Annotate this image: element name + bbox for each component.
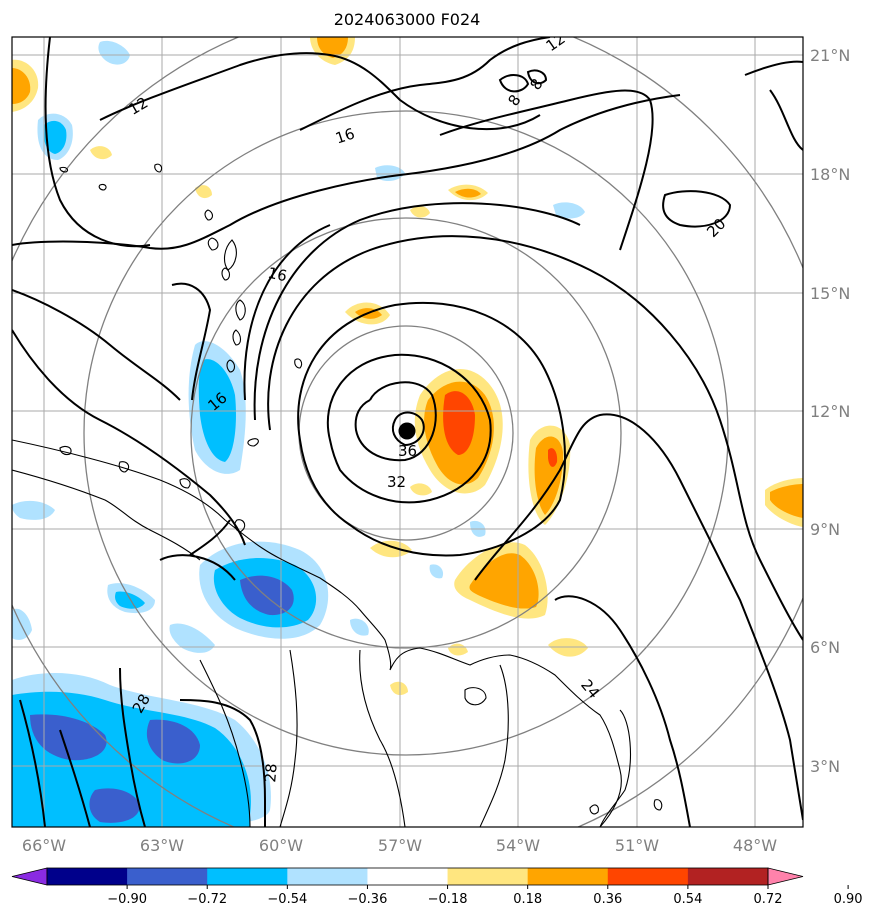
colorbar-segment bbox=[527, 868, 609, 885]
lat-label: 9°N bbox=[810, 520, 840, 539]
map-title: 2024063000 F024 bbox=[333, 10, 481, 29]
colorbar-tick-label: 0.36 bbox=[593, 892, 622, 907]
colorbar-segment bbox=[687, 868, 769, 885]
colorbar-border bbox=[46, 867, 769, 886]
colorbar-segment bbox=[367, 868, 449, 885]
lat-label: 3°N bbox=[810, 757, 840, 776]
latitude-labels: 21°N 18°N 15°N 12°N 9°N 6°N 3°N bbox=[810, 46, 850, 776]
lon-label: 54°W bbox=[496, 836, 540, 855]
colorbar bbox=[11, 867, 849, 889]
shaded-field bbox=[12, 37, 803, 827]
colorbar-tick-label: −0.90 bbox=[107, 892, 147, 907]
contour-label: 32 bbox=[387, 473, 406, 491]
colorbar-tick-label: −0.72 bbox=[187, 892, 227, 907]
colorbar-tick-label: −0.18 bbox=[428, 892, 468, 907]
contours bbox=[12, 37, 803, 827]
lon-label: 51°W bbox=[615, 836, 659, 855]
colorbar-tick-label: 0.54 bbox=[673, 892, 702, 907]
colorbar-segment bbox=[287, 868, 368, 885]
lat-label: 12°N bbox=[810, 402, 850, 421]
lon-label: 63°W bbox=[140, 836, 184, 855]
lon-label: 57°W bbox=[378, 836, 422, 855]
graticule bbox=[12, 37, 803, 827]
contour-label: 28 bbox=[261, 763, 281, 784]
colorbar-tick-labels: −0.90 −0.72 −0.54 −0.36 −0.18 0.18 0.36 0.54 0.7… bbox=[107, 892, 862, 907]
contour-label: 16 bbox=[266, 264, 288, 286]
range-rings bbox=[12, 37, 803, 827]
colorbar-segment bbox=[47, 868, 128, 885]
colorbar-segment bbox=[207, 868, 288, 885]
coastlines bbox=[12, 163, 663, 827]
colorbar-extend-low bbox=[11, 867, 48, 886]
colorbar-tick-label: 0.72 bbox=[754, 892, 783, 907]
colorbar-segment bbox=[127, 868, 208, 885]
contour-label: 36 bbox=[398, 442, 417, 460]
map-content: 12 16 16 16 8 8 20 32 36 24 28 28 12 bbox=[12, 37, 803, 827]
lon-label: 66°W bbox=[22, 836, 66, 855]
colorbar-tick-label: −0.54 bbox=[267, 892, 307, 907]
map-frame bbox=[11, 36, 804, 828]
colorbar-tick-label: 0.90 bbox=[834, 892, 863, 907]
lat-label: 21°N bbox=[810, 46, 850, 65]
colorbar-tick-label: −0.36 bbox=[348, 892, 388, 907]
lon-label: 60°W bbox=[259, 836, 303, 855]
storm-center-marker bbox=[398, 422, 416, 440]
lon-label: 48°W bbox=[733, 836, 777, 855]
contour-label: 16 bbox=[333, 125, 357, 148]
colorbar-extend-high bbox=[767, 867, 804, 886]
colorbar-tick-label: 0.18 bbox=[513, 892, 542, 907]
colorbar-segment bbox=[607, 868, 689, 885]
lat-label: 18°N bbox=[810, 165, 850, 184]
lat-label: 6°N bbox=[810, 638, 840, 657]
lat-label: 15°N bbox=[810, 284, 850, 303]
longitude-labels: 66°W 63°W 60°W 57°W 54°W 51°W 48°W bbox=[22, 836, 777, 855]
colorbar-segment bbox=[447, 868, 529, 885]
